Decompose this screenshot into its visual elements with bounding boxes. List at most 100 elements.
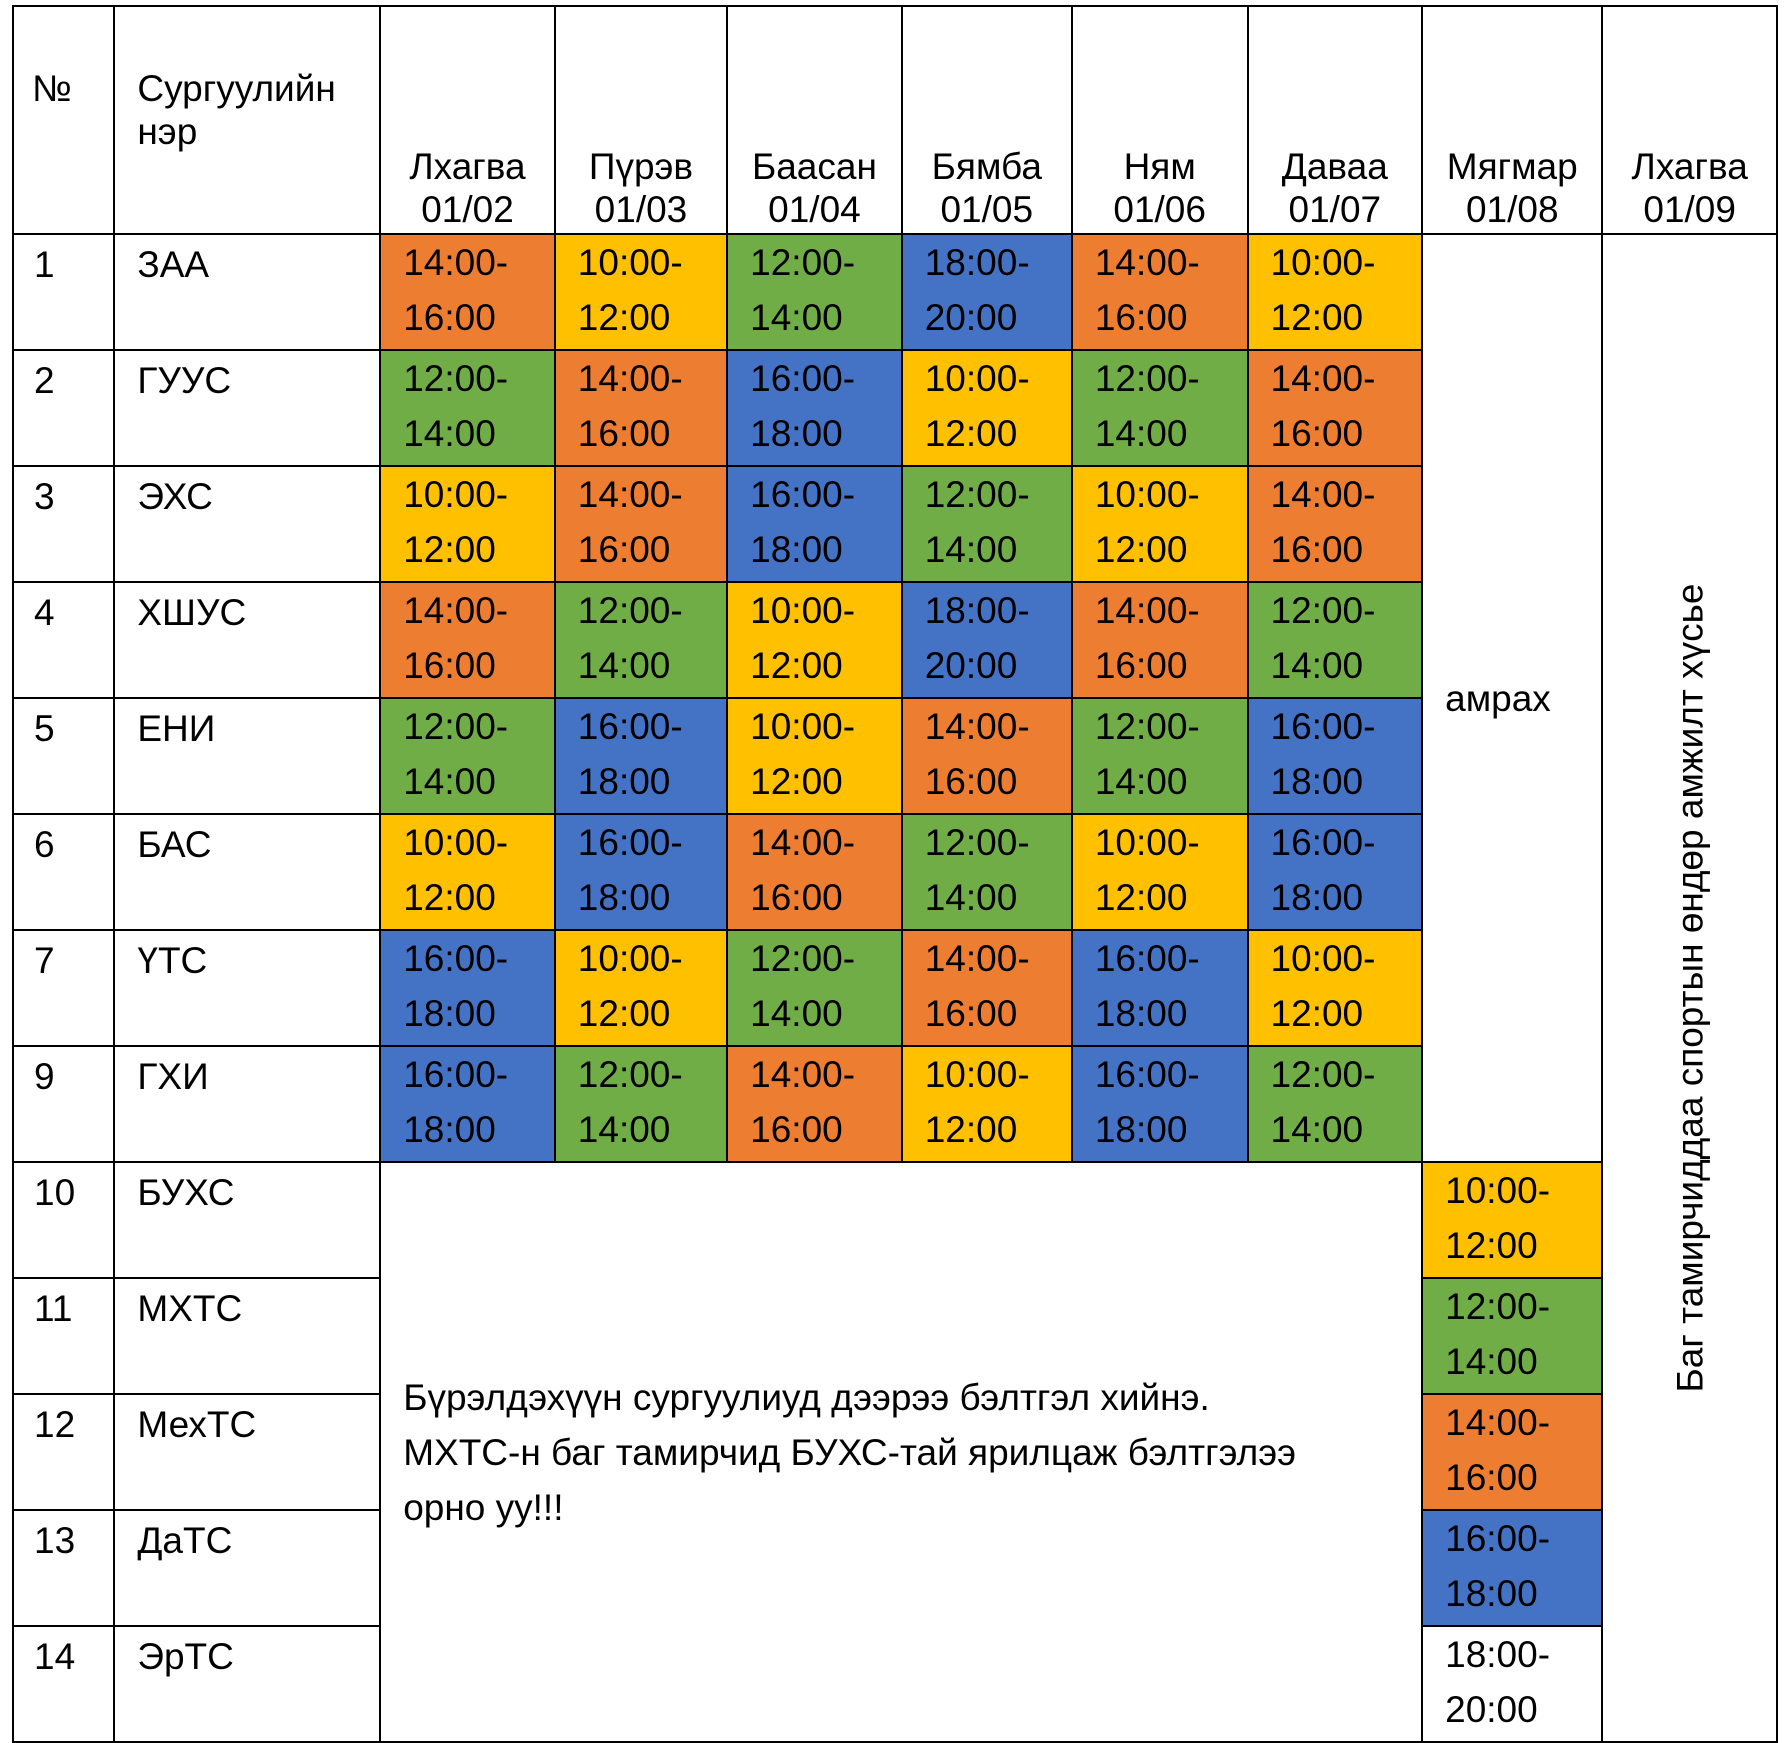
day-date: 01/02	[421, 189, 514, 230]
slot-start: 12:00-	[750, 242, 856, 283]
slot-end: 12:00	[403, 877, 496, 918]
slot-start: 12:00-	[924, 474, 1030, 515]
slot-end: 18:00	[750, 413, 843, 454]
slot-start: 18:00-	[924, 242, 1030, 283]
slot-start: 14:00-	[577, 358, 683, 399]
time-slot: 12:00- 14:00	[553, 581, 729, 699]
slot-start: 10:00-	[1270, 242, 1376, 283]
slot-start: 12:00-	[750, 938, 856, 979]
time-slot: 12:00- 14:00	[726, 233, 903, 351]
slot-end: 12:00	[1094, 529, 1188, 570]
day-name: Ням	[1123, 146, 1196, 187]
row-number: 6	[11, 813, 116, 931]
school-name: МехТС	[113, 1393, 382, 1511]
slot-end: 20:00	[1445, 1689, 1538, 1730]
slot-start: 18:00-	[1445, 1634, 1551, 1675]
time-slot: 10:00- 12:00	[1421, 1161, 1604, 1279]
time-slot: 12:00- 14:00	[900, 813, 1073, 931]
schedule-row: 11 МХТС 12:00- 14:00	[11, 1277, 1777, 1395]
time-slot: 16:00- 18:00	[1246, 813, 1424, 931]
notice-cell: Бүрэлдэхүүн сургуулиуд дээрээ бэлтгэл хи…	[379, 1161, 1424, 1743]
schedule-row: 3 ЭХС 10:00- 12:00 14:00- 16:00 16:00- 18:00 12:…	[11, 465, 1777, 583]
header-school-name-line1: Сургуулийн	[137, 68, 336, 109]
time-slot: 12:00- 14:00	[1246, 581, 1424, 699]
time-slot: 12:00- 14:00	[1246, 1045, 1424, 1163]
time-slot: 12:00- 14:00	[900, 465, 1073, 583]
day-date: 01/08	[1465, 189, 1559, 230]
time-slot: 10:00- 12:00	[1070, 813, 1249, 931]
slot-end: 14:00	[577, 1109, 671, 1150]
slot-end: 18:00	[750, 529, 843, 570]
wishes-text: Баг тамирчиддаа спортын өндөр амжилт хүс…	[1669, 583, 1711, 1393]
slot-start: 16:00-	[1445, 1518, 1551, 1559]
time-slot: 10:00- 12:00	[1246, 929, 1424, 1047]
wishes-cell: Баг тамирчиддаа спортын өндөр амжилт хүс…	[1601, 233, 1778, 1743]
day-date: 01/04	[768, 189, 861, 230]
time-slot: 18:00- 20:00	[1421, 1625, 1604, 1743]
time-slot: 12:00- 14:00	[553, 1045, 729, 1163]
row-number: 12	[11, 1393, 116, 1511]
schedule-row: 4 ХШУС 14:00- 16:00 12:00- 14:00 10:00- 12:00 18…	[11, 581, 1777, 699]
slot-start: 16:00-	[750, 358, 856, 399]
slot-end: 14:00	[750, 993, 843, 1034]
slot-end: 18:00	[403, 993, 496, 1034]
slot-end: 14:00	[924, 529, 1018, 570]
slot-start: 12:00-	[924, 822, 1030, 863]
time-slot: 14:00- 16:00	[1070, 233, 1249, 351]
slot-end: 20:00	[924, 645, 1018, 686]
slot-start: 12:00-	[1094, 706, 1200, 747]
slot-end: 18:00	[403, 1109, 496, 1150]
row-number: 4	[11, 581, 116, 699]
time-slot: 16:00- 18:00	[726, 349, 903, 467]
time-slot: 18:00- 20:00	[900, 581, 1073, 699]
header-day-5: Ням 01/06	[1070, 5, 1249, 235]
slot-start: 14:00-	[403, 242, 509, 283]
slot-start: 16:00-	[403, 938, 509, 979]
time-slot: 16:00- 18:00	[379, 929, 556, 1047]
row-number: 13	[11, 1509, 116, 1627]
slot-start: 14:00-	[750, 1054, 856, 1095]
time-slot: 12:00- 14:00	[726, 929, 903, 1047]
time-slot: 10:00- 12:00	[553, 233, 729, 351]
school-name: ЭХС	[113, 465, 382, 583]
header-school-name: Сургуулийн нэр	[113, 5, 382, 235]
day-name: Лхагва	[1631, 146, 1748, 187]
slot-start: 12:00-	[1445, 1286, 1551, 1327]
time-slot: 10:00- 12:00	[900, 349, 1073, 467]
slot-start: 10:00-	[577, 242, 683, 283]
schedule-row: 2 ГУУС 12:00- 14:00 14:00- 16:00 16:00- 18:00 10…	[11, 349, 1777, 467]
time-slot: 12:00- 14:00	[1070, 697, 1249, 815]
slot-end: 18:00	[577, 877, 671, 918]
row-number: 7	[11, 929, 116, 1047]
header-day-6: Даваа 01/07	[1246, 5, 1424, 235]
slot-end: 16:00	[1094, 297, 1188, 338]
slot-start: 16:00-	[577, 822, 683, 863]
time-slot: 14:00- 16:00	[726, 1045, 903, 1163]
slot-end: 14:00	[1094, 761, 1188, 802]
school-name: ЭрТС	[113, 1625, 382, 1743]
slot-start: 14:00-	[1270, 474, 1376, 515]
row-number: 14	[11, 1625, 116, 1743]
time-slot: 10:00- 12:00	[1070, 465, 1249, 583]
row-number: 11	[11, 1277, 116, 1395]
time-slot: 16:00- 18:00	[1246, 697, 1424, 815]
training-schedule-table: № Сургуулийн нэр Лхагва 01/02 Пүрэв 01/03 …	[11, 5, 1778, 1743]
day-name: Лхагва	[409, 146, 526, 187]
time-slot: 14:00- 16:00	[900, 929, 1073, 1047]
day-name: Бямба	[931, 146, 1042, 187]
slot-start: 14:00-	[1094, 590, 1200, 631]
header-day-3: Баасан 01/04	[726, 5, 903, 235]
schedule-row: 7 ҮТС 16:00- 18:00 10:00- 12:00 12:00- 14:00 14:…	[11, 929, 1777, 1047]
row-number: 2	[11, 349, 116, 467]
schedule-row: 12 МехТС 14:00- 16:00	[11, 1393, 1777, 1511]
header-school-name-line2: нэр	[137, 111, 198, 152]
slot-end: 14:00	[403, 413, 496, 454]
slot-end: 20:00	[924, 297, 1018, 338]
header-number: №	[11, 5, 116, 235]
row-number: 3	[11, 465, 116, 583]
time-slot: 16:00- 18:00	[1070, 1045, 1249, 1163]
slot-end: 16:00	[1094, 645, 1188, 686]
slot-start: 12:00-	[403, 358, 509, 399]
row-number: 5	[11, 697, 116, 815]
slot-end: 12:00	[1094, 877, 1188, 918]
